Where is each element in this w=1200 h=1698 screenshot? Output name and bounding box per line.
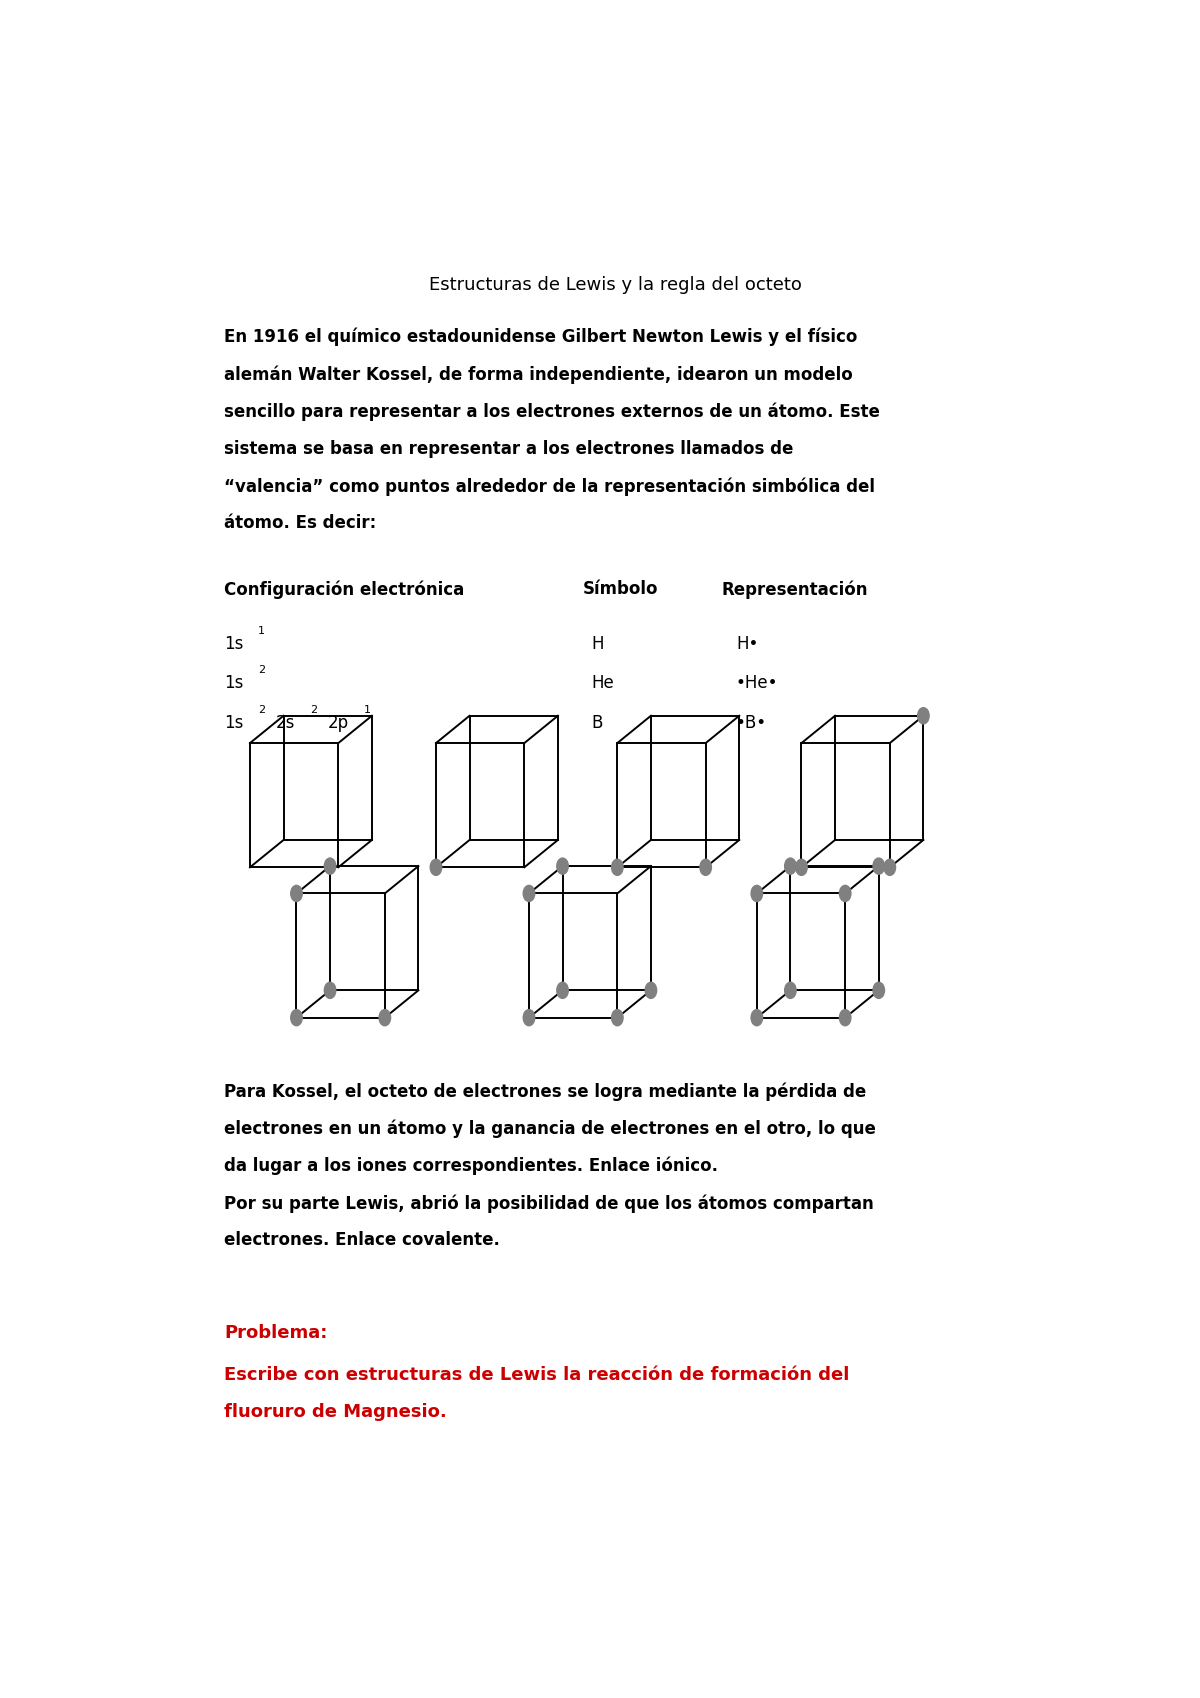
Text: B: B	[592, 713, 604, 732]
Circle shape	[557, 857, 569, 874]
Circle shape	[324, 981, 336, 998]
Text: Configuración electrónica: Configuración electrónica	[224, 581, 464, 599]
Text: H: H	[592, 635, 605, 654]
Circle shape	[700, 859, 712, 876]
Text: 2: 2	[310, 705, 317, 715]
Text: 2: 2	[258, 705, 265, 715]
Text: •He•: •He•	[736, 674, 779, 693]
Text: Representación: Representación	[722, 581, 869, 599]
Circle shape	[751, 1010, 762, 1026]
Text: 2p: 2p	[328, 713, 349, 732]
Text: Escribe con estructuras de Lewis la reacción de formación del: Escribe con estructuras de Lewis la reac…	[224, 1367, 850, 1384]
Text: sencillo para representar a los electrones externos de un átomo. Este: sencillo para representar a los electron…	[224, 402, 881, 421]
Circle shape	[751, 885, 762, 902]
Text: electrones. Enlace covalente.: electrones. Enlace covalente.	[224, 1231, 500, 1250]
Text: 1s: 1s	[224, 635, 244, 654]
Circle shape	[612, 859, 623, 876]
Text: Símbolo: Símbolo	[582, 581, 658, 598]
Text: En 1916 el químico estadounidense Gilbert Newton Lewis y el físico: En 1916 el químico estadounidense Gilber…	[224, 328, 858, 346]
Circle shape	[840, 1010, 851, 1026]
Text: átomo. Es decir:: átomo. Es decir:	[224, 514, 377, 531]
Text: 1: 1	[364, 705, 371, 715]
Text: Por su parte Lewis, abrió la posibilidad de que los átomos compartan: Por su parte Lewis, abrió la posibilidad…	[224, 1194, 874, 1212]
Circle shape	[612, 1010, 623, 1026]
Circle shape	[796, 859, 808, 876]
Text: fluoruro de Magnesio.: fluoruro de Magnesio.	[224, 1403, 448, 1421]
Circle shape	[431, 859, 442, 876]
Text: da lugar a los iones correspondientes. Enlace iónico.: da lugar a los iones correspondientes. E…	[224, 1156, 719, 1175]
Text: 2: 2	[258, 666, 265, 676]
Text: 1s: 1s	[224, 713, 244, 732]
Circle shape	[785, 857, 796, 874]
Circle shape	[646, 981, 656, 998]
Circle shape	[874, 981, 884, 998]
Text: Estructuras de Lewis y la regla del octeto: Estructuras de Lewis y la regla del octe…	[428, 275, 802, 294]
Text: 2s: 2s	[276, 713, 295, 732]
Text: sistema se basa en representar a los electrones llamados de: sistema se basa en representar a los ele…	[224, 440, 793, 458]
Circle shape	[557, 981, 569, 998]
Text: 1: 1	[258, 627, 265, 637]
Text: H•: H•	[736, 635, 758, 654]
Circle shape	[379, 1010, 390, 1026]
Text: He: He	[592, 674, 614, 693]
Circle shape	[324, 857, 336, 874]
Text: Para Kossel, el octeto de electrones se logra mediante la pérdida de: Para Kossel, el octeto de electrones se …	[224, 1082, 866, 1100]
Circle shape	[884, 859, 895, 876]
Circle shape	[290, 1010, 302, 1026]
Circle shape	[874, 857, 884, 874]
Circle shape	[840, 885, 851, 902]
Text: electrones en un átomo y la ganancia de electrones en el otro, lo que: electrones en un átomo y la ganancia de …	[224, 1119, 876, 1138]
Circle shape	[523, 885, 535, 902]
Text: 1s: 1s	[224, 674, 244, 693]
Circle shape	[290, 885, 302, 902]
Circle shape	[523, 1010, 535, 1026]
Circle shape	[918, 708, 929, 723]
Text: •B•: •B•	[736, 713, 767, 732]
Circle shape	[785, 981, 796, 998]
Text: Problema:: Problema:	[224, 1324, 328, 1341]
Text: “valencia” como puntos alrededor de la representación simbólica del: “valencia” como puntos alrededor de la r…	[224, 477, 876, 496]
Text: alemán Walter Kossel, de forma independiente, idearon un modelo: alemán Walter Kossel, de forma independi…	[224, 365, 853, 384]
